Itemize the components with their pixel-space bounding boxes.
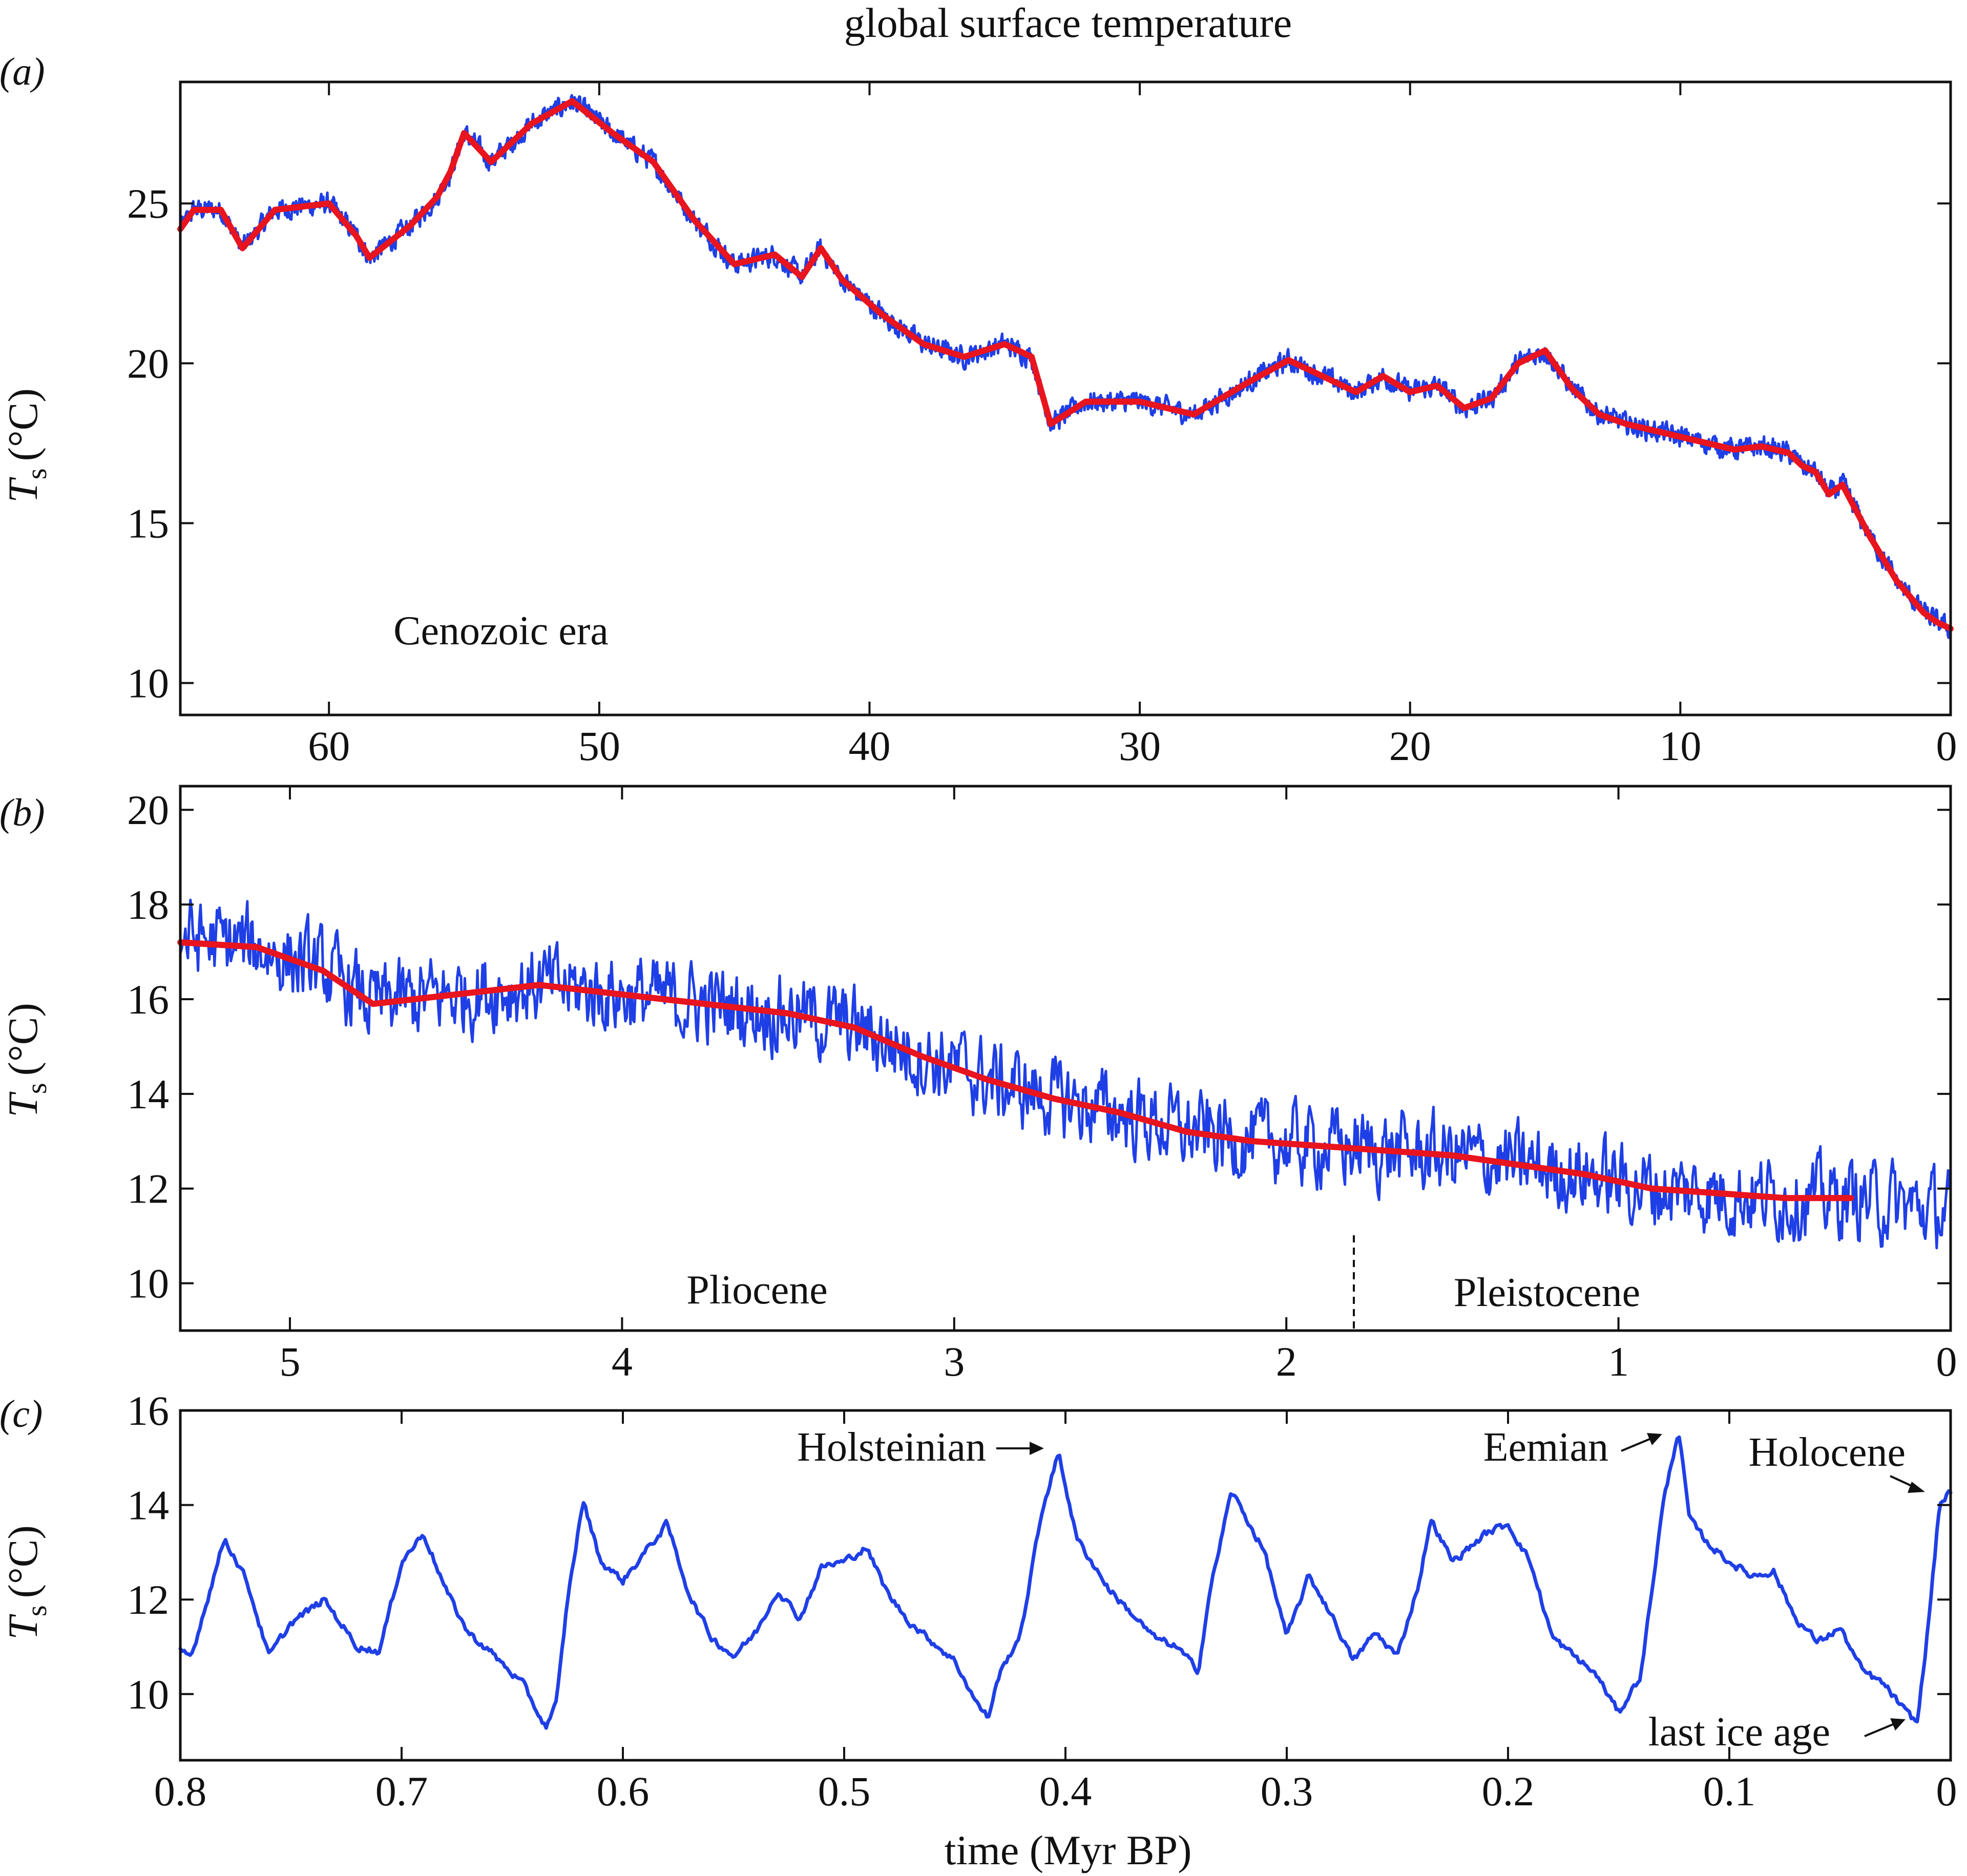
annotation-arrow (1621, 1437, 1652, 1452)
x-tick-label: 0.3 (1261, 1768, 1313, 1815)
y-tick-label: 18 (127, 881, 169, 928)
y-tick-label: 14 (127, 1071, 169, 1118)
panel-label: (b) (0, 791, 45, 834)
y-axis-label-unit: (°C) (0, 1525, 46, 1598)
series-line-smoothed (177, 98, 1954, 632)
y-tick-label: 10 (127, 1671, 169, 1718)
y-tick-label: 25 (127, 180, 169, 227)
y-axis-label-sub: s (21, 1083, 53, 1094)
x-tick-label: 50 (578, 723, 620, 769)
panel-c: (c) Ts (°C) 0.8 0.7 0.6 0.5 0.4 0.3 0.2 0.1 0 10 12… (0, 1387, 1957, 1815)
panel-a: (a) Ts (°C) 60 50 40 30 20 10 0 10 15 20 25 Cenozoi… (0, 50, 1957, 769)
figure-title: global surface temperature (844, 0, 1292, 46)
y-tick-label: 14 (127, 1482, 169, 1529)
y-tick-label: 10 (127, 660, 169, 707)
series-line-smoothed (177, 939, 1854, 1202)
x-tick-label: 2 (1276, 1338, 1297, 1385)
annotation-arrow (1864, 1722, 1896, 1737)
x-tick-label: 60 (308, 723, 350, 769)
annotation: Pleistocene (1454, 1270, 1640, 1315)
y-tick-label: 10 (127, 1260, 169, 1307)
y-tick-label: 12 (127, 1576, 169, 1623)
x-tick-label: 40 (848, 723, 890, 769)
annotation-holocene: Holocene (1748, 1430, 1906, 1475)
y-tick-label: 15 (127, 500, 169, 546)
y-axis-label: Ts (°C) (0, 388, 53, 503)
x-tick-label: 4 (612, 1338, 633, 1385)
x-tick-label: 0.7 (375, 1768, 428, 1815)
x-tick-label: 0.5 (818, 1768, 871, 1815)
x-tick-label: 0 (1936, 1768, 1957, 1815)
x-tick-label: 30 (1119, 723, 1161, 769)
y-axis-label-unit: (°C) (0, 388, 46, 461)
x-tick-label: 0.8 (154, 1768, 207, 1815)
x-tick-label: 0.6 (597, 1768, 650, 1815)
x-axis-label: time (Myr BP) (945, 1827, 1192, 1873)
y-axis-label-sub: s (21, 1605, 53, 1616)
panel-label: (c) (0, 1393, 43, 1436)
y-axis-label-main: T (0, 477, 46, 503)
y-tick-label: 20 (127, 787, 169, 833)
x-tick-label: 0.4 (1039, 1768, 1092, 1815)
plot-frame (179, 1409, 1952, 1762)
y-tick-label: 16 (127, 976, 169, 1023)
annotation-last-ice-age: last ice age (1648, 1710, 1830, 1755)
plot-frame (179, 785, 1952, 1332)
y-axis-label-main: T (0, 1091, 46, 1118)
y-axis-label: Ts (°C) (0, 1525, 53, 1640)
arrow-head (1030, 1442, 1044, 1455)
series-line-raw (179, 898, 1952, 1250)
y-axis-label-sub: s (21, 468, 53, 479)
x-tick-label: 0 (1936, 1338, 1957, 1385)
arrow-head (1890, 1718, 1906, 1731)
x-tick-label: 3 (944, 1338, 965, 1385)
arrow-head (1908, 1482, 1925, 1493)
annotation-eemian: Eemian (1483, 1425, 1608, 1470)
x-tick-label: 0.1 (1703, 1768, 1756, 1815)
annotation: Pliocene (686, 1268, 827, 1313)
plot-frame (179, 80, 1952, 716)
annotation-holsteinian: Holsteinian (797, 1425, 986, 1470)
y-axis-label: Ts (°C) (0, 1003, 53, 1118)
x-tick-label: 0.2 (1482, 1768, 1535, 1815)
y-tick-label: 20 (127, 340, 169, 387)
x-tick-label: 10 (1659, 723, 1701, 769)
arrow-head (1647, 1433, 1662, 1445)
x-tick-label: 1 (1608, 1338, 1629, 1385)
y-tick-label: 12 (127, 1166, 169, 1212)
x-tick-label: 5 (279, 1338, 300, 1385)
annotation: Cenozoic era (393, 608, 609, 654)
panel-label: (a) (0, 50, 45, 93)
y-axis-label-unit: (°C) (0, 1003, 46, 1076)
x-tick-label: 0 (1936, 723, 1957, 769)
y-axis-label-main: T (0, 1614, 46, 1640)
y-tick-label: 16 (127, 1387, 169, 1434)
series-line-raw (178, 1435, 1953, 1730)
x-tick-label: 20 (1389, 723, 1431, 769)
